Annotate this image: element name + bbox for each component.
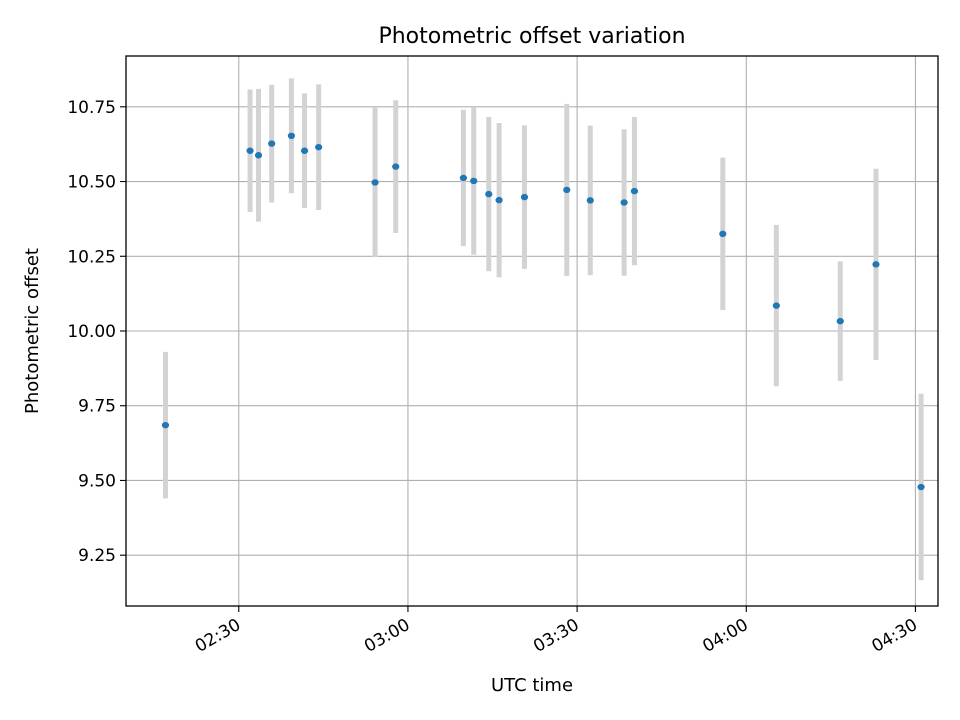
data-point [917, 483, 925, 491]
y-tick-label: 10.75 [67, 98, 116, 118]
x-tick-label: 04:00 [699, 615, 751, 657]
data-point [563, 186, 571, 194]
data-point [485, 190, 493, 198]
data-point [586, 197, 594, 204]
data-point [287, 132, 296, 140]
data-point [246, 147, 254, 154]
data-point [459, 174, 467, 182]
y-tick-label: 10.00 [67, 322, 116, 342]
data-point [161, 421, 170, 429]
x-tick-label: 03:30 [530, 615, 582, 657]
error-bars [162, 78, 924, 581]
y-tick-label: 9.50 [78, 471, 116, 491]
data-point [268, 140, 276, 147]
data-point [254, 152, 263, 159]
x-axis-label: UTC time [491, 675, 573, 696]
y-axis-ticks: 9.25 9.50 9.75 10.00 10.25 10.50 10.75 [67, 98, 126, 566]
x-axis-ticks: 02:30 03:00 03:30 04:00 04:30 [192, 606, 921, 657]
data-point [371, 179, 379, 186]
data-point [392, 163, 400, 170]
y-axis-label: Photometric offset [22, 248, 43, 414]
data-point [719, 230, 727, 238]
data-point [772, 302, 780, 309]
data-point [836, 317, 844, 325]
data-point [470, 177, 478, 185]
data-point [520, 193, 529, 201]
data-point [630, 187, 639, 195]
data-point [315, 143, 323, 151]
data-point [495, 196, 503, 204]
x-tick-label: 03:00 [361, 615, 413, 657]
x-tick-label: 02:30 [192, 615, 244, 657]
y-tick-label: 10.25 [67, 247, 116, 267]
data-point [620, 199, 628, 206]
data-point [300, 147, 309, 154]
x-tick-label: 04:30 [869, 615, 921, 657]
grid [126, 56, 938, 606]
y-tick-label: 9.25 [78, 546, 116, 566]
y-tick-label: 10.50 [67, 173, 116, 193]
data-point [872, 261, 880, 268]
data-points [161, 132, 925, 491]
y-tick-label: 9.75 [78, 397, 116, 417]
chart-title: Photometric offset variation [378, 24, 685, 49]
